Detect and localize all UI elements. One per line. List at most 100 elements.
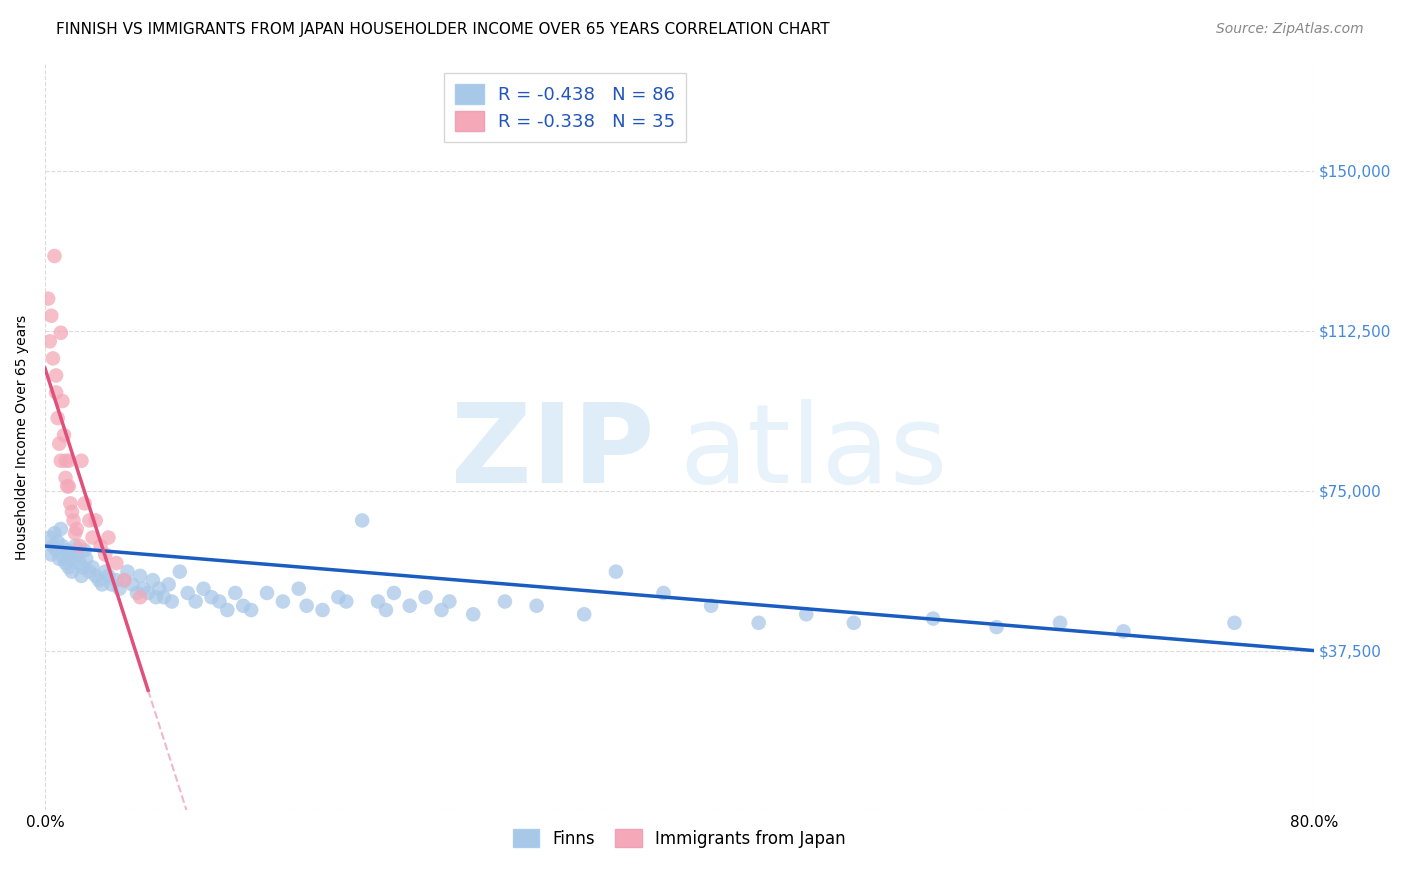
Point [97, 531, 120, 545]
Point [132, 582, 155, 596]
Point [184, 594, 207, 608]
Point [208, 594, 231, 608]
Point [922, 611, 945, 625]
Point [794, 607, 817, 622]
Point [62, 513, 84, 527]
Point [256, 586, 278, 600]
Point [44, 249, 66, 263]
Point [287, 582, 309, 596]
Text: FINNISH VS IMMIGRANTS FROM JAPAN HOUSEHOLDER INCOME OVER 65 YEARS CORRELATION CH: FINNISH VS IMMIGRANTS FROM JAPAN HOUSEHO… [56, 22, 830, 37]
Point [82, 560, 104, 574]
Point [842, 615, 865, 630]
Point [117, 565, 139, 579]
Point [55, 471, 77, 485]
Point [700, 599, 723, 613]
Point [129, 591, 152, 605]
Point [56, 479, 79, 493]
Point [48, 552, 70, 566]
Point [82, 531, 104, 545]
Point [63, 539, 86, 553]
Text: atlas: atlas [679, 399, 948, 506]
Point [49, 454, 72, 468]
Point [494, 594, 516, 608]
Point [232, 599, 254, 613]
Point [463, 607, 485, 622]
Point [55, 454, 77, 468]
Point [398, 599, 420, 613]
Point [415, 591, 437, 605]
Point [87, 573, 110, 587]
Point [352, 513, 374, 527]
Point [748, 615, 770, 630]
Point [1223, 615, 1246, 630]
Point [58, 560, 80, 574]
Point [62, 552, 84, 566]
Point [49, 326, 72, 340]
Point [73, 496, 96, 510]
Point [45, 543, 67, 558]
Point [121, 577, 143, 591]
Point [45, 368, 67, 383]
Point [574, 607, 596, 622]
Point [129, 569, 152, 583]
Point [48, 436, 70, 450]
Point [153, 591, 176, 605]
Point [56, 543, 79, 558]
Point [193, 582, 215, 596]
Point [217, 603, 239, 617]
Point [526, 599, 548, 613]
Point [295, 599, 318, 613]
Point [51, 539, 73, 553]
Point [169, 565, 191, 579]
Point [72, 560, 94, 574]
Point [177, 586, 200, 600]
Point [91, 577, 114, 591]
Point [75, 552, 97, 566]
Point [51, 394, 73, 409]
Point [70, 569, 93, 583]
Point [73, 543, 96, 558]
Point [145, 591, 167, 605]
Point [84, 513, 107, 527]
Point [94, 548, 117, 562]
Point [39, 309, 62, 323]
Point [105, 556, 128, 570]
Point [59, 496, 82, 510]
Point [58, 479, 80, 493]
Point [200, 591, 222, 605]
Point [70, 454, 93, 468]
Point [375, 603, 398, 617]
Point [112, 573, 135, 587]
Point [79, 565, 101, 579]
Point [1049, 615, 1071, 630]
Point [108, 582, 131, 596]
Point [986, 620, 1008, 634]
Legend: Finns, Immigrants from Japan: Finns, Immigrants from Japan [506, 822, 852, 855]
Point [160, 594, 183, 608]
Point [240, 603, 263, 617]
Point [382, 586, 405, 600]
Point [328, 591, 350, 605]
Point [53, 428, 76, 442]
Point [335, 594, 357, 608]
Point [311, 603, 333, 617]
Point [37, 292, 59, 306]
Point [224, 586, 246, 600]
Point [63, 526, 86, 541]
Point [49, 522, 72, 536]
Point [652, 586, 675, 600]
Text: ZIP: ZIP [450, 399, 654, 506]
Point [94, 565, 117, 579]
Point [97, 569, 120, 583]
Point [84, 569, 107, 583]
Point [148, 582, 170, 596]
Point [60, 565, 83, 579]
Point [69, 539, 91, 553]
Point [439, 594, 461, 608]
Point [58, 454, 80, 468]
Point [42, 351, 65, 366]
Point [66, 548, 89, 562]
Point [112, 573, 135, 587]
Y-axis label: Householder Income Over 65 years: Householder Income Over 65 years [15, 315, 30, 560]
Point [605, 565, 627, 579]
